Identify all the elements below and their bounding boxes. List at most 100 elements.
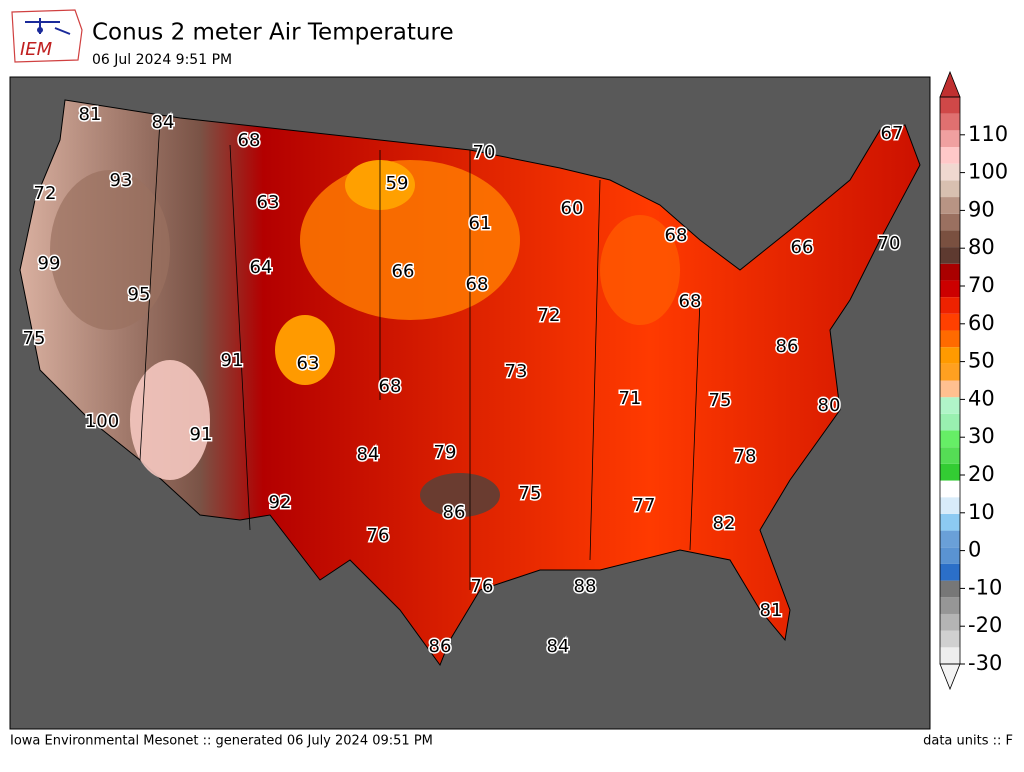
colorbar-swatch (940, 563, 960, 581)
station-value: 68 (665, 225, 688, 246)
colorbar-tick-label: 0 (968, 538, 981, 562)
colorbar-swatch (940, 647, 960, 664)
warm-region (600, 215, 680, 325)
colorbar-swatch (940, 97, 960, 114)
colorbar-arrow-top (939, 70, 961, 98)
station-value: 72 (538, 305, 561, 326)
colorbar-tick-label: -30 (968, 651, 1002, 675)
colorbar: -30 -20 -10 0 10 20 30 40 50 60 70 80 90 100 110 (939, 70, 1008, 691)
colorbar-swatch (940, 497, 960, 514)
state-borders (139, 119, 701, 590)
colorbar-swatch (940, 330, 960, 348)
station-value: 66 (791, 237, 814, 258)
station-value: 86 (443, 502, 466, 523)
station-value: 68 (379, 376, 402, 397)
warm-region (275, 315, 335, 385)
station-labels: 81 84 68 67 70 72 93 59 63 60 61 68 66 70 99 64 66 68 95 68… (21, 103, 905, 659)
station-value: 75 (519, 483, 542, 504)
hot-region (130, 360, 210, 480)
station-value: 70 (473, 142, 496, 163)
colorbar-swatch (940, 547, 960, 564)
station-value: 81 (79, 104, 102, 125)
station-value: 68 (238, 130, 261, 151)
colorbar-swatch (940, 130, 960, 148)
station-value: 80 (818, 395, 841, 416)
colorbar-tick-label: -20 (968, 613, 1002, 637)
subtitle: 06 Jul 2024 9:51 PM (92, 52, 232, 68)
colorbar-tick-label: -10 (968, 575, 1002, 599)
colorbar-swatch (940, 613, 960, 631)
station-value: 84 (152, 112, 175, 133)
colorbar-tick-label: 90 (968, 197, 995, 221)
station-value: 68 (466, 274, 489, 295)
station-value: 91 (190, 424, 213, 445)
station-value: 99 (38, 253, 61, 274)
station-value: 86 (429, 636, 452, 657)
colorbar-tick-label: 10 (968, 500, 995, 524)
colorbar-swatch (940, 513, 960, 531)
colorbar-swatch (940, 430, 960, 448)
colorbar-swatch (940, 630, 960, 648)
station-value: 91 (221, 350, 244, 371)
colorbar-swatch (940, 597, 960, 614)
logo: IEM (11, 9, 83, 63)
colorbar-arrow-bottom (939, 663, 961, 691)
colorbar-swatch (940, 463, 960, 481)
station-value: 93 (110, 170, 133, 191)
colorbar-swatch (940, 397, 960, 414)
colorbar-tick-label: 50 (968, 349, 995, 373)
colorbar-swatch (940, 580, 960, 598)
station-value: 76 (471, 576, 494, 597)
colorbar-swatch (940, 347, 960, 364)
station-value: 95 (128, 284, 151, 305)
station-value: 59 (386, 173, 409, 194)
station-value: 72 (34, 183, 57, 204)
colorbar-frame (939, 96, 961, 665)
colorbar-swatch (940, 530, 960, 548)
station-value: 73 (505, 361, 528, 382)
colorbar-swatch (940, 197, 960, 214)
colorbar-swatch (940, 230, 960, 248)
station-value: 86 (776, 336, 799, 357)
colorbar-swatch (940, 313, 960, 331)
colorbar-swatch (940, 297, 960, 314)
station-value: 63 (257, 192, 280, 213)
station-value: 75 (709, 390, 732, 411)
station-value: 92 (269, 492, 292, 513)
station-value: 84 (357, 444, 380, 465)
station-value: 68 (679, 291, 702, 312)
colorbar-swatch (940, 447, 960, 464)
station-value: 63 (297, 353, 320, 374)
station-value: 71 (619, 388, 642, 409)
hot-region (50, 170, 170, 330)
station-value: 79 (434, 442, 457, 463)
station-value: 84 (547, 636, 570, 657)
colorbar-tick-label: 100 (968, 160, 1008, 184)
station-value: 66 (392, 261, 415, 282)
colorbar-swatch (940, 413, 960, 431)
station-value: 82 (713, 513, 736, 534)
station-value: 100 (85, 411, 119, 432)
colorbar-swatch (940, 480, 960, 498)
colorbar-swatch (940, 263, 960, 281)
station-value: 78 (734, 446, 757, 467)
station-value: 70 (878, 233, 901, 254)
colorbar-swatch (940, 213, 960, 231)
footer-right: data units :: F (923, 734, 1013, 749)
station-value: 88 (574, 576, 597, 597)
hot-region (420, 473, 500, 517)
title: Conus 2 meter Air Temperature (92, 20, 454, 46)
colorbar-swatch (940, 247, 960, 264)
colorbar-swatch (940, 180, 960, 198)
station-value: 76 (367, 525, 390, 546)
station-value: 77 (633, 495, 656, 516)
colorbar-swatch (940, 147, 960, 164)
station-value: 75 (23, 328, 46, 349)
logo-text: IEM (20, 39, 53, 60)
station-value: 67 (881, 123, 904, 144)
colorbar-swatch (940, 380, 960, 398)
station-value: 61 (469, 213, 492, 234)
colorbar-tick-label: 30 (968, 424, 995, 448)
colorbar-tick-label: 40 (968, 386, 995, 410)
